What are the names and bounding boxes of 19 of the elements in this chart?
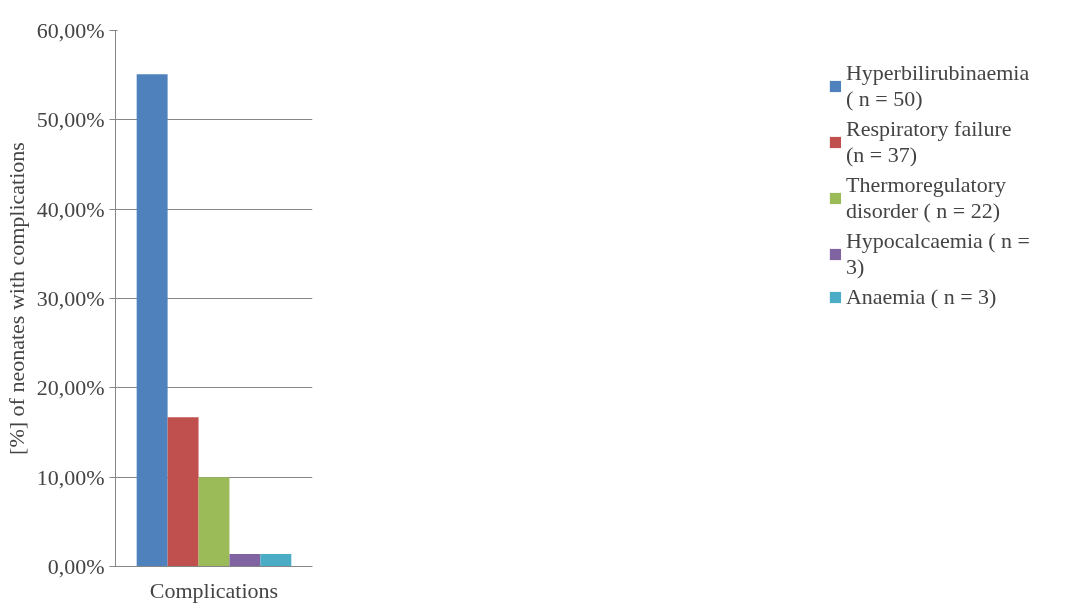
x-tick-label: Complications	[149, 577, 279, 603]
bar	[260, 553, 292, 567]
legend-label: Thermoregulatory disorder ( n = 22)	[845, 172, 1007, 224]
y-tick-label: 10,00%	[36, 464, 105, 490]
y-axis-title: [%] of neonates with complications	[3, 142, 29, 455]
bar	[229, 553, 261, 567]
y-tick-label: 40,00%	[36, 196, 105, 222]
legend-label: Respiratory failure (n = 37)	[845, 116, 1012, 168]
y-tick-label: 20,00%	[36, 375, 105, 401]
bar	[136, 74, 168, 567]
y-tick-label: 30,00%	[36, 286, 105, 311]
bar	[198, 477, 230, 567]
y-tick-label: 50,00%	[36, 107, 105, 133]
y-tick-label: 60,00%	[36, 18, 105, 43]
legend-label: Anaemia ( n = 3)	[845, 284, 997, 310]
legend-label: Hyperbilirubinaemia ( n = 50)	[845, 60, 1030, 112]
y-tick-label: 0,00%	[47, 554, 105, 579]
legend-label: Hypocalcaemia ( n = 3)	[845, 228, 1030, 280]
bar	[167, 417, 199, 567]
